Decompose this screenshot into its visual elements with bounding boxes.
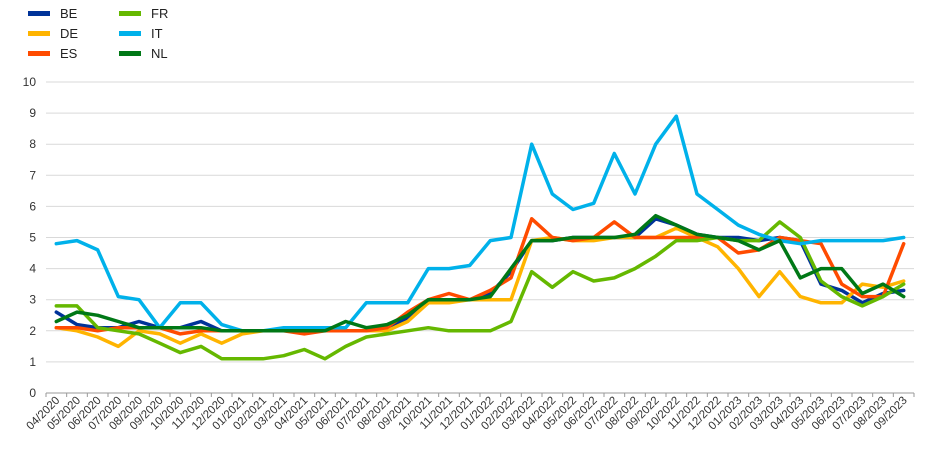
y-tick-label: 10 — [23, 75, 37, 89]
y-tick-label: 3 — [29, 293, 36, 307]
legend-item-de: DE — [28, 24, 78, 42]
grid-lines — [46, 81, 914, 363]
y-tick-label: 8 — [29, 137, 36, 151]
y-tick-label: 0 — [29, 386, 36, 400]
legend-label: ES — [60, 45, 78, 61]
legend-swatch — [119, 50, 141, 56]
legend-item-nl: NL — [119, 44, 168, 62]
legend-label: NL — [151, 45, 168, 61]
y-tick-label: 9 — [29, 106, 36, 120]
legend-item-fr: FR — [119, 4, 168, 22]
legend-label: IT — [151, 25, 163, 41]
x-axis — [45, 392, 915, 397]
y-tick-label: 2 — [29, 324, 36, 338]
series-line-nl — [54, 213, 906, 333]
legend-item-it: IT — [119, 24, 163, 42]
legend-label: DE — [60, 25, 79, 41]
y-tick-label: 5 — [29, 231, 36, 245]
legend-label: BE — [60, 5, 78, 21]
legend-label: FR — [151, 5, 169, 21]
y-tick-label: 7 — [29, 168, 36, 182]
legend-item-es: ES — [28, 44, 77, 62]
legend-swatch — [28, 50, 50, 56]
y-tick-label: 1 — [29, 355, 36, 369]
y-tick-label: 6 — [29, 199, 36, 213]
legend-item-be: BE — [28, 4, 77, 22]
y-tick-label: 4 — [29, 262, 36, 276]
x-axis-tick-labels: 04/202005/202006/202007/202008/202009/20… — [25, 395, 910, 433]
series-lines — [54, 114, 906, 361]
y-axis-tick-labels: 0 1 2 3 4 5 6 7 8 9 10 — [23, 75, 37, 400]
legend-swatch — [119, 30, 141, 36]
legend-swatch — [28, 30, 50, 36]
legend-swatch — [119, 10, 141, 16]
series-line-fr — [54, 220, 906, 361]
legend: BE DE ES FR IT NL — [28, 4, 288, 64]
legend-swatch — [28, 10, 50, 16]
series-line-it — [54, 114, 906, 333]
